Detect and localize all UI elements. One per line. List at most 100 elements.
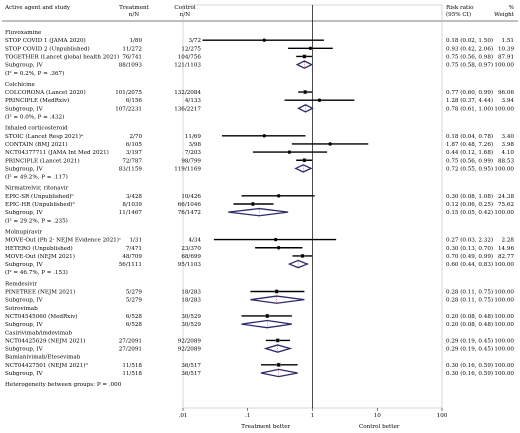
risk-ratio-value: 0.20 (0.08, 0.48)	[446, 321, 493, 328]
point-estimate	[303, 90, 307, 94]
control-value: 136/2217	[174, 106, 201, 112]
subtotal-diamond	[228, 207, 289, 217]
risk-ratio-value: 0.60 (0.44, 0.83)	[446, 261, 493, 268]
heterogeneity-between-groups: Heterogeneity between groups: P = .000	[5, 382, 122, 388]
treatment-value: 11/272	[122, 46, 142, 52]
control-value: 95/1103	[178, 262, 202, 268]
subtotal-diamond	[241, 319, 292, 329]
heterogeneity-label: (I² = 0.2%, P = .367)	[5, 70, 64, 77]
weight-value: 1.51	[502, 38, 514, 44]
point-estimate	[276, 246, 281, 250]
control-value: 12/275	[181, 46, 201, 52]
control-value: 23/370	[181, 246, 201, 252]
header-study: Active agent and study	[4, 5, 71, 11]
treatment-value: 76/741	[122, 54, 142, 60]
weight-value: 96.06	[498, 90, 514, 96]
group-label: Colchicine	[5, 82, 35, 88]
point-estimate	[287, 150, 292, 154]
point-estimate	[302, 158, 307, 162]
treatment-value: 83/1159	[119, 166, 143, 172]
weight-value: 3.40	[502, 134, 515, 140]
study-label: EPIC-SR (Unpublished)ᵇ	[5, 193, 74, 200]
control-value: 10/426	[181, 194, 201, 200]
point-estimate	[328, 142, 332, 146]
control-value: 68/699	[181, 254, 201, 260]
subtotal-label: Subgroup, IV	[5, 63, 44, 69]
weight-value: 100.00	[494, 322, 514, 328]
risk-ratio-value: 0.29 (0.19, 0.45)	[446, 337, 493, 344]
heterogeneity-label: (I² = 0.0%, P = .432)	[5, 114, 64, 121]
weight-value: 3.98	[502, 142, 515, 148]
treatment-value: 6/105	[126, 142, 143, 148]
subtotal-label: Subgroup, IV	[5, 262, 44, 268]
control-value: 3/98	[188, 142, 201, 148]
risk-ratio-value: 0.28 (0.11, 0.75)	[446, 297, 493, 304]
header-treatment: Treatment	[119, 5, 150, 11]
control-value: 132/2084	[174, 90, 201, 96]
study-label: EPIC-HR (Unpublished)ᵇ	[5, 201, 75, 208]
risk-ratio-value: 0.29 (0.19, 0.45)	[446, 346, 493, 353]
study-label: CONTAIN (BMJ 2021)	[5, 141, 68, 148]
study-label: STOIC (Lancet Resp 2021)ᵃ	[5, 133, 83, 140]
treatment-value: 6/528	[126, 322, 143, 328]
study-label: PRINCIPLE (Lancet 2021)	[5, 157, 80, 164]
study-label: TOGETHER (Lancet global health 2021)	[5, 53, 119, 60]
risk-ratio-value: 0.75 (0.56, 0.98)	[446, 53, 493, 60]
subtotal-label: Subgroup, IV	[5, 210, 44, 216]
weight-value: 100.00	[494, 298, 514, 304]
weight-value: 75.62	[498, 202, 514, 208]
weight-value: 100.00	[494, 314, 514, 320]
header-treatment: n/N	[129, 12, 139, 18]
header-risk-ratio: (95% CI)	[446, 11, 471, 18]
risk-ratio-value: 0.75 (0.56, 0.99)	[446, 157, 493, 164]
weight-value: 88.53	[498, 158, 514, 164]
subtotal-label: Subgroup, IV	[5, 347, 44, 353]
study-label: NCT04545060 (MedRxiv)	[5, 313, 77, 320]
treatment-value: 3/197	[126, 150, 143, 156]
heterogeneity-label: (I² = 49.2%, P = .117)	[5, 174, 68, 181]
treatment-value: 11/518	[122, 371, 142, 377]
point-estimate	[276, 363, 281, 367]
control-value: 36/517	[181, 371, 201, 377]
treatment-value: 5/279	[126, 290, 143, 296]
treatment-value: 1/31	[129, 238, 142, 244]
heterogeneity-label: (I² = 29.2%, P = .235)	[5, 217, 68, 224]
group-label: Molnupiravir	[5, 229, 42, 235]
risk-ratio-value: 0.30 (0.08, 1.08)	[446, 193, 493, 200]
treatment-value: 101/2075	[115, 90, 142, 96]
weight-value: 100.00	[494, 347, 514, 353]
header-risk-ratio: Risk ratio	[446, 5, 474, 11]
risk-ratio-value: 1.28 (0.37, 4.44)	[446, 97, 493, 104]
risk-ratio-value: 0.18 (0.02, 1.50)	[446, 37, 493, 44]
point-estimate	[251, 202, 255, 206]
study-label: MOVE-Out (Ph 2- NEJM Evidence 2021)ᶜ	[5, 237, 121, 244]
study-label: PRINCIPLE (MedRxiv)	[5, 97, 69, 104]
weight-value: 100.00	[494, 106, 514, 112]
weight-value: 100.00	[494, 290, 514, 296]
weight-value: 100.00	[494, 371, 514, 377]
risk-ratio-value: 0.72 (0.55, 0.95)	[446, 165, 493, 172]
control-value: 30/529	[181, 322, 201, 328]
heterogeneity-label: (I² = 46.7%, P = .153)	[5, 269, 68, 276]
weight-value: 100.00	[494, 338, 514, 344]
study-label: PINETREE (NEJM 2021)	[5, 289, 75, 296]
header-weight: Weight	[494, 12, 515, 18]
control-value: 98/799	[181, 158, 201, 164]
study-label: HETERO (Unpublished)	[5, 245, 73, 252]
weight-value: 3.94	[502, 98, 515, 104]
control-value: 30/529	[181, 314, 201, 320]
point-estimate	[308, 46, 313, 50]
study-label: NCT04427501 (NEJM 2021)ᵈ	[5, 362, 88, 369]
risk-ratio-value: 0.44 (0.12, 1.68)	[446, 149, 493, 156]
control-value: 4/34	[188, 238, 201, 244]
point-estimate	[275, 289, 279, 294]
group-label: Bamlanivimab/Etesevimab	[5, 355, 81, 361]
point-estimate	[276, 194, 281, 198]
treatment-value: 5/279	[126, 298, 143, 304]
caption-treatment-better: Treatment better	[241, 424, 290, 429]
subtotal-label: Subgroup, IV	[5, 166, 44, 172]
study-label: NCT04377711 (JAMA Int Med 2021)	[5, 149, 109, 156]
weight-value: 14.96	[498, 246, 514, 252]
risk-ratio-value: 0.93 (0.42, 2.06)	[446, 45, 493, 52]
risk-ratio-value: 0.30 (0.13, 0.70)	[446, 245, 493, 252]
